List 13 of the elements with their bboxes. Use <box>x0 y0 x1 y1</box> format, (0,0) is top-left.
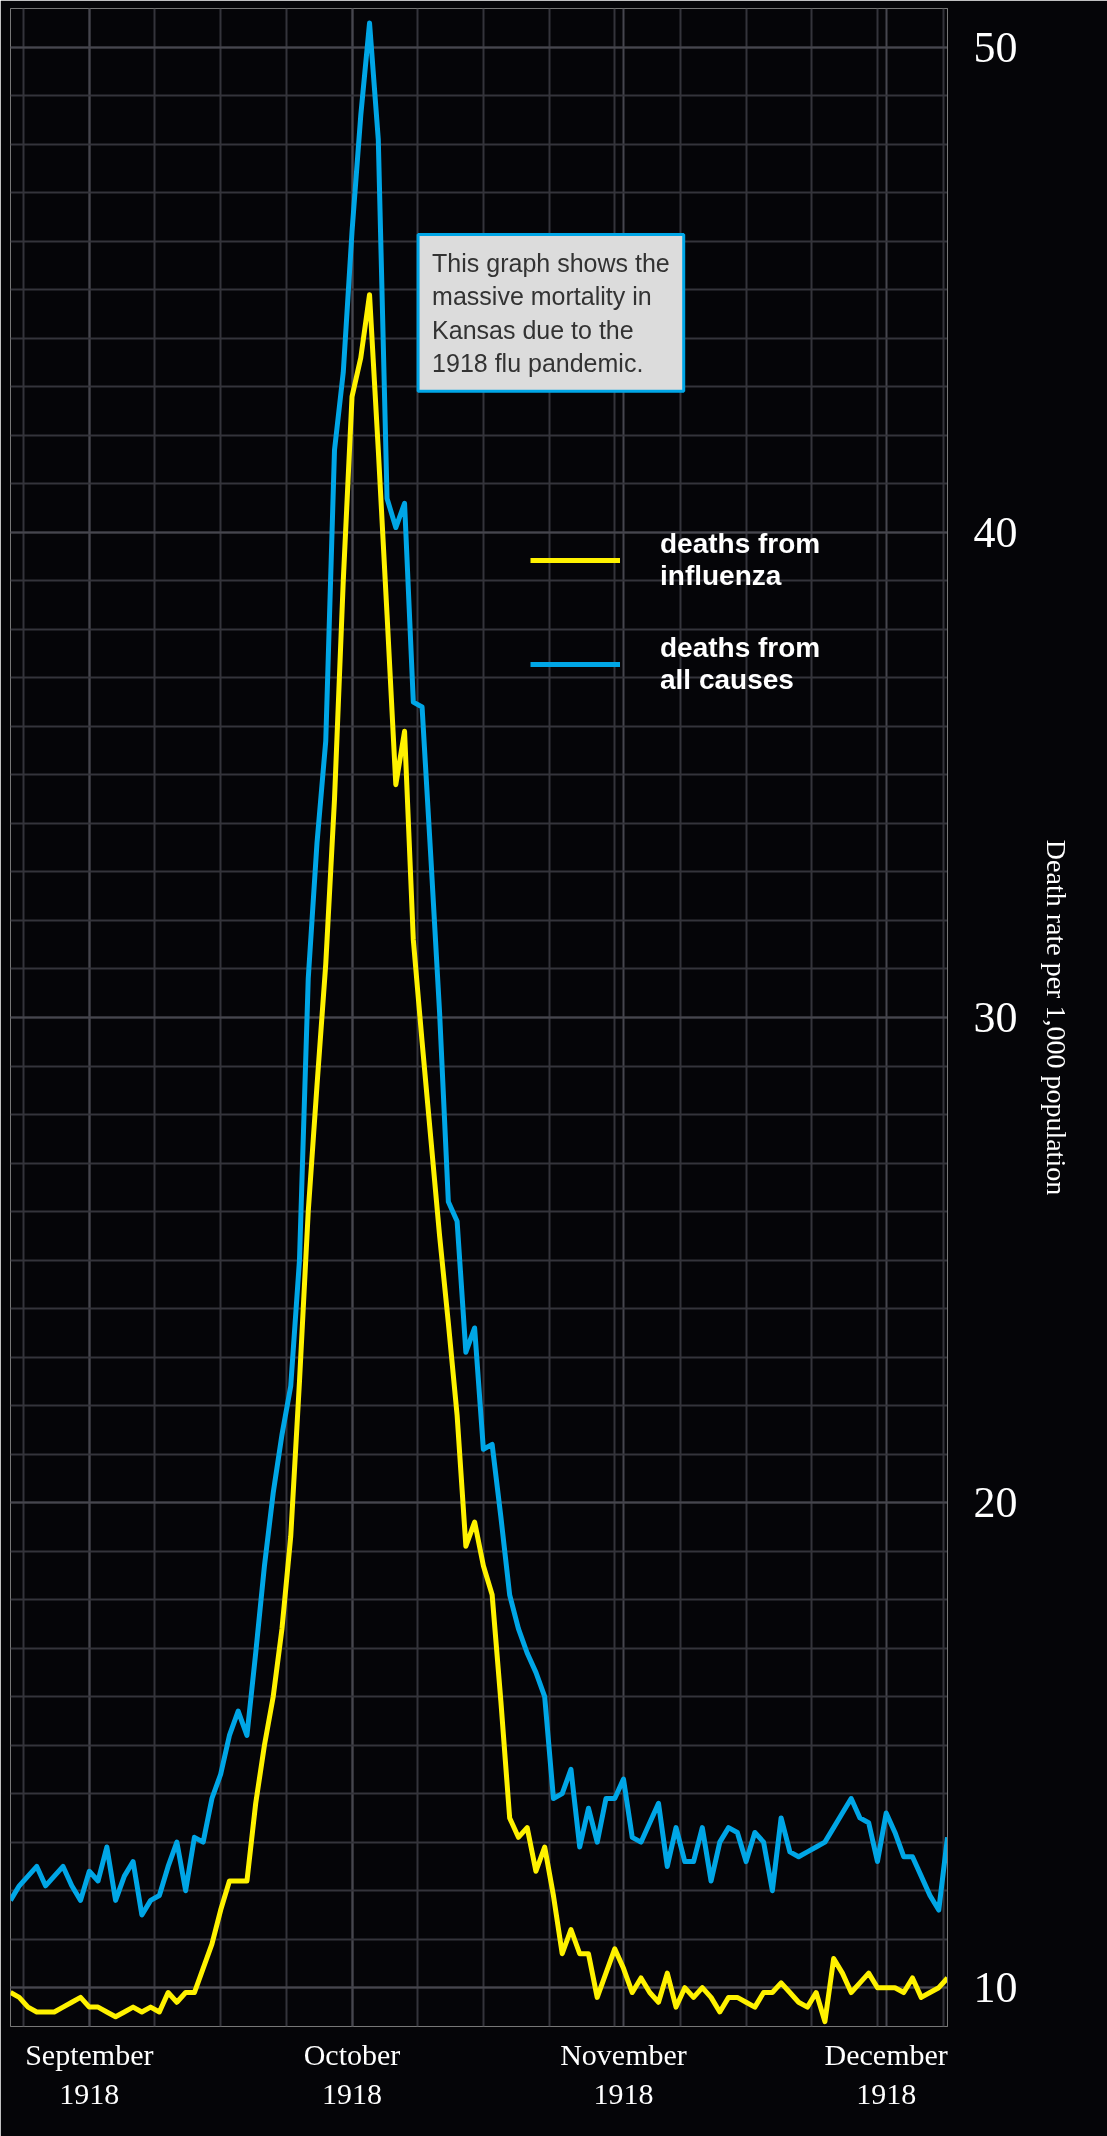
y-tick-label: 40 <box>973 507 1018 557</box>
annotation: This graph shows the massive mortality in Kansas due to the 1918 flu pandemic. <box>432 248 670 378</box>
x-tick-label: October 1918 <box>303 2037 401 2111</box>
x-tick-label: December 1918 <box>824 2037 948 2111</box>
legend-label: deaths from influenza <box>660 528 821 592</box>
y-tick-label: 20 <box>973 1478 1018 1528</box>
legend-label: deaths from all causes <box>660 632 821 696</box>
y-tick-label: 10 <box>973 1963 1018 2013</box>
x-tick-label: November 1918 <box>560 2037 687 2111</box>
y-tick-label: 30 <box>973 993 1018 1042</box>
x-tick-label: September 1918 <box>25 2037 154 2111</box>
y-axis-title: Death rate per 1,000 population <box>1040 839 1072 1196</box>
y-tick-label: 50 <box>973 22 1018 72</box>
